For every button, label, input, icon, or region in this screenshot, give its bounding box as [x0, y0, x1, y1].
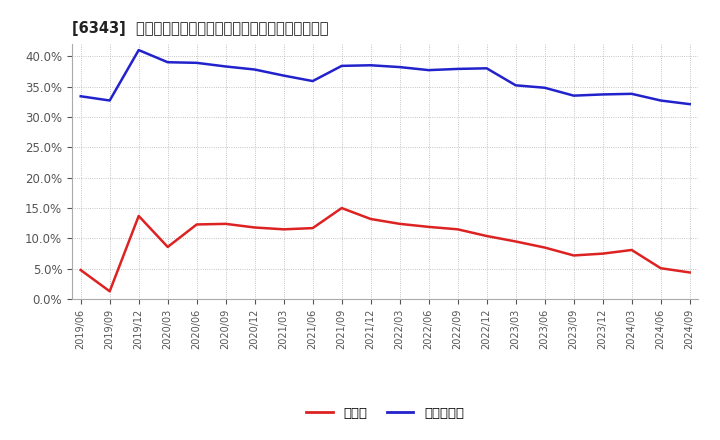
Legend: 現頂金, 有利子負債: 現頂金, 有利子負債 — [301, 402, 469, 425]
Text: [6343]  現頂金、有利子負債の総資産に対する比率の推移: [6343] 現頂金、有利子負債の総資産に対する比率の推移 — [72, 21, 328, 36]
